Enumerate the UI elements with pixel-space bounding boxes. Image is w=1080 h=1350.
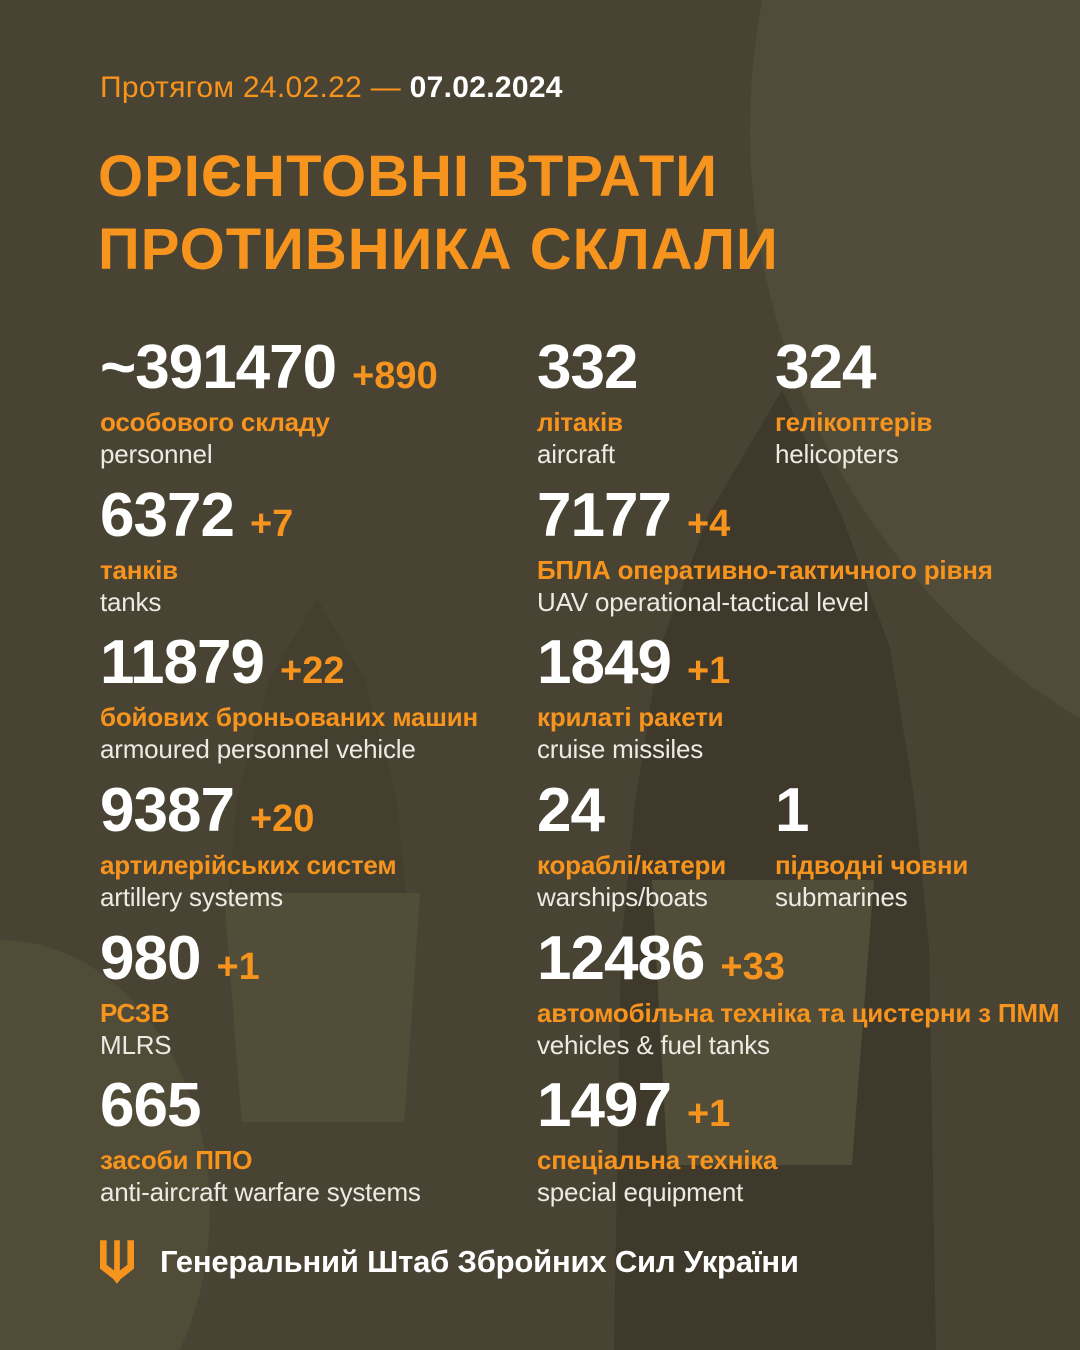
stat-aircraft: 332 літаків aircraft xyxy=(537,333,638,470)
stat-delta: +20 xyxy=(249,798,315,840)
stat-value: 332 xyxy=(537,333,638,402)
tryzub-icon xyxy=(100,1240,134,1284)
stat-value: 1497 xyxy=(537,1071,672,1140)
stat-label-uk: артилерійських систем xyxy=(100,850,397,880)
stat-label-en: armoured personnel vehicle xyxy=(100,734,416,764)
stat-label-en: personnel xyxy=(100,439,213,469)
stat-delta: +890 xyxy=(352,355,438,397)
stat-label-en: UAV operational-tactical level xyxy=(537,587,869,617)
title-line-2: ПРОТИВНИКА СКЛАЛИ xyxy=(98,217,779,282)
stat-delta: +33 xyxy=(720,946,785,988)
page-title: ОРІЄНТОВНІ ВТРАТИ ПРОТИВНИКА СКЛАЛИ xyxy=(98,140,779,286)
stat-label-en: tanks xyxy=(100,587,162,617)
stat-value: 6372 xyxy=(100,481,235,550)
stat-label-uk: особового складу xyxy=(100,407,330,437)
stat-label-en: helicopters xyxy=(775,439,899,469)
stat-label-en: artillery systems xyxy=(100,882,283,912)
report-period: Протягом 24.02.22 — 07.02.2024 xyxy=(100,70,563,106)
stat-label-en: warships/boats xyxy=(537,882,708,912)
stat-cruise-missiles: 1849 +1 крилаті ракети cruise missiles xyxy=(537,628,731,765)
stat-special-equipment: 1497 +1 спеціальна техніка special equipm… xyxy=(537,1071,778,1208)
stat-uav: 7177 +4 БПЛА оперативно-тактичного рівня … xyxy=(537,481,993,618)
stat-value: 1 xyxy=(775,776,809,845)
period-prefix: Протягом 24.02.22 — xyxy=(100,71,401,104)
report-date: 07.02.2024 xyxy=(409,71,563,104)
stat-value: 9387 xyxy=(100,776,235,845)
stat-label-en: anti-aircraft warfare systems xyxy=(100,1177,421,1207)
trident-watermark-left-strip xyxy=(224,893,420,1122)
stat-label-en: special equipment xyxy=(537,1177,744,1207)
stat-artillery: 9387 +20 артилерійських систем artillery … xyxy=(100,776,397,913)
stat-value: 7177 xyxy=(537,481,672,550)
stat-label-en: cruise missiles xyxy=(537,734,704,764)
source-organization: Генеральний Штаб Збройних Сил України xyxy=(160,1244,799,1279)
trident-watermark-right-strip xyxy=(652,880,874,1165)
stat-delta: +4 xyxy=(686,503,731,545)
stat-label-uk: засоби ППО xyxy=(100,1145,253,1175)
stat-delta: +22 xyxy=(280,650,345,692)
stat-label-uk: крилаті ракети xyxy=(537,702,724,732)
stat-label-uk: бойових броньованих машин xyxy=(100,702,479,732)
stat-label-uk: автомобільна техніка та цистерни з ПММ xyxy=(537,998,1060,1028)
stat-submarines: 1 підводні човни submarines xyxy=(775,776,969,913)
stat-personnel: ~391470 +890 особового складу personnel xyxy=(100,333,438,470)
stat-label-uk: кораблі/катери xyxy=(537,850,727,880)
stat-value: 24 xyxy=(537,776,605,845)
stat-label-uk: літаків xyxy=(537,407,623,437)
stat-value: 980 xyxy=(100,924,201,993)
stat-label-uk: гелікоптерів xyxy=(775,407,933,437)
stat-value: ~391470 xyxy=(100,333,337,402)
stat-helicopters: 324 гелікоптерів helicopters xyxy=(775,333,933,470)
stat-delta: +1 xyxy=(686,650,731,692)
stat-delta: +1 xyxy=(216,946,260,988)
stat-anti-aircraft: 665 засоби ППО anti-aircraft warfare sys… xyxy=(100,1071,421,1208)
stat-value: 1849 xyxy=(537,628,672,697)
stat-label-en: MLRS xyxy=(100,1030,172,1060)
stat-delta: +1 xyxy=(686,1093,731,1135)
stat-label-uk: танків xyxy=(100,555,178,585)
title-line-1: ОРІЄНТОВНІ ВТРАТИ xyxy=(98,144,718,209)
stat-value: 11879 xyxy=(100,628,265,697)
stat-label-uk: підводні човни xyxy=(775,850,969,880)
stat-label-en: aircraft xyxy=(537,439,615,469)
stat-value: 324 xyxy=(775,333,876,402)
stat-vehicles-fuel-tanks: 12486 +33 автомобільна техніка та цистерн… xyxy=(537,924,1060,1061)
stat-label-uk: РСЗВ xyxy=(100,998,170,1028)
stat-label-uk: БПЛА оперативно-тактичного рівня xyxy=(537,555,993,585)
stat-label-en: vehicles & fuel tanks xyxy=(537,1030,770,1060)
stat-value: 12486 xyxy=(537,924,705,993)
stat-mlrs: 980 +1 РСЗВ MLRS xyxy=(100,924,260,1061)
stat-label-en: submarines xyxy=(775,882,908,912)
stat-label-uk: спеціальна техніка xyxy=(537,1145,778,1175)
stat-warships: 24 кораблі/катери warships/boats xyxy=(537,776,727,913)
stat-tanks: 6372 +7 танків tanks xyxy=(100,481,294,618)
stat-armoured-vehicles: 11879 +22 бойових броньованих машин armou… xyxy=(100,628,479,765)
stat-value: 665 xyxy=(100,1071,201,1140)
footer: Генеральний Штаб Збройних Сил України xyxy=(100,1240,799,1284)
stat-delta: +7 xyxy=(249,503,294,545)
